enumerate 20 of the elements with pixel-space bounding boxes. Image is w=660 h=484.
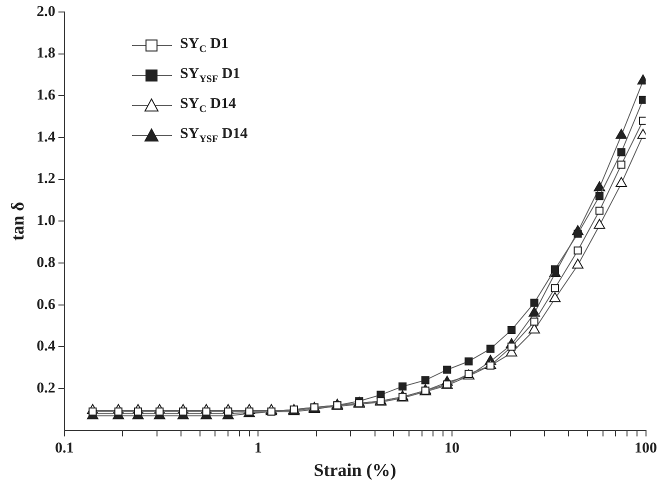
y-tick-label: 1.6 — [36, 88, 56, 104]
x-tick-label: 100 — [634, 440, 657, 456]
x-tick-label: 10 — [444, 440, 460, 456]
y-tick-label: 1.8 — [36, 46, 56, 62]
y-tick-label: 1.0 — [36, 213, 56, 230]
y-tick-label: 0.8 — [36, 254, 56, 271]
legend-label: SY$_{C}$ D1 — [180, 36, 229, 54]
legend-label: SY$_{C}$ D14 — [180, 96, 236, 114]
legend-label: SY$_{YSF}$ D1 — [180, 66, 240, 84]
legend-label: SY$_{YSF}$ D14 — [180, 126, 248, 144]
x-axis-title: Strain (%) — [314, 460, 396, 480]
x-tick-label: 0.1 — [54, 440, 74, 456]
y-axis-title: tan δ — [7, 202, 28, 241]
y-tick-label: 0.6 — [36, 296, 56, 313]
y-tick-label: 1.4 — [36, 129, 56, 146]
x-tick-label: 1 — [254, 440, 262, 456]
y-tick-label: 0.2 — [36, 380, 56, 396]
y-tick-label: 0.4 — [36, 338, 56, 355]
y-tick-label: 2.0 — [36, 4, 56, 20]
y-tick-label: 1.2 — [36, 171, 56, 188]
